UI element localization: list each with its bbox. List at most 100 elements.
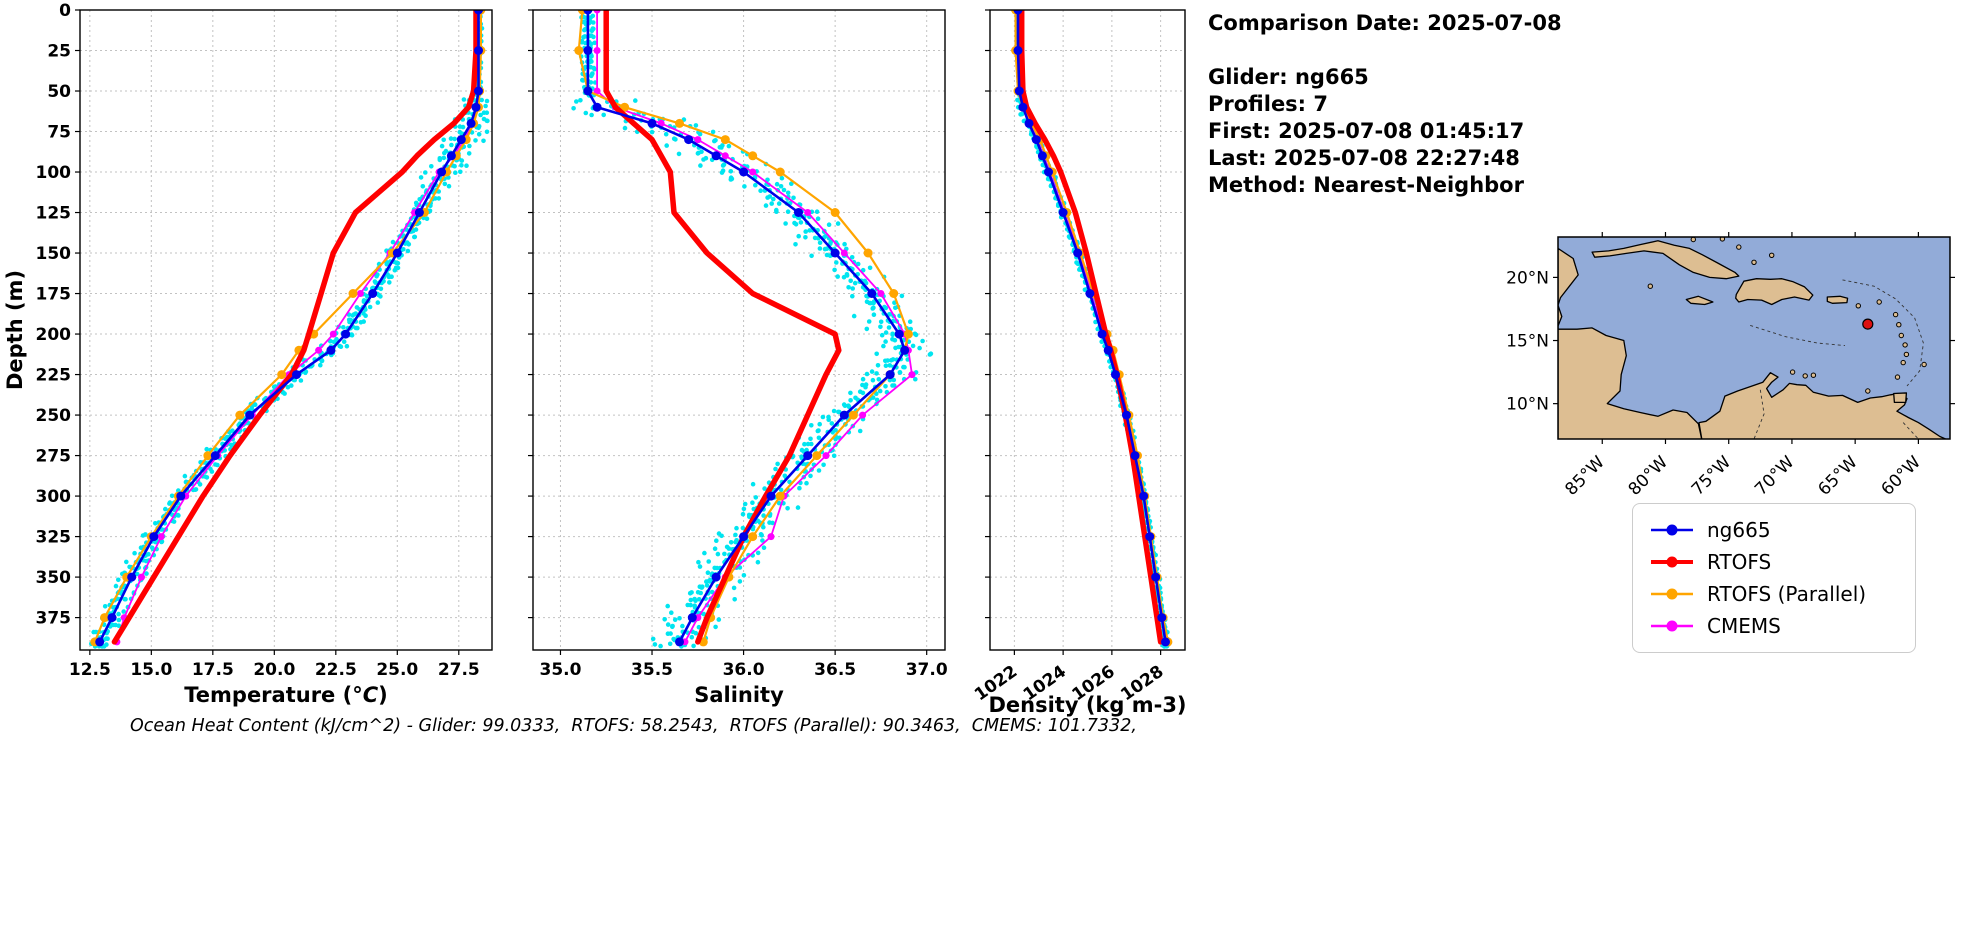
glider-scatter-point (729, 176, 735, 182)
series-marker-ng665 (794, 208, 803, 217)
glider-scatter-point (688, 597, 694, 603)
glider-scatter-point (91, 629, 96, 635)
glider-scatter-point (920, 338, 925, 344)
glider-scatter-point (863, 382, 869, 387)
glider-scatter-point (855, 261, 861, 267)
glider-scatter-point (412, 234, 418, 240)
glider-scatter-point (864, 371, 870, 377)
glider-scatter-point (702, 550, 707, 556)
glider-scatter-point (590, 71, 595, 76)
series-marker-ng665 (830, 248, 840, 258)
glider-scatter-point (124, 559, 129, 565)
glider-scatter-point (867, 300, 872, 306)
glider-scatter-point (230, 428, 235, 434)
glider-scatter-point (697, 131, 703, 137)
glider-scatter-point (848, 390, 853, 396)
series-marker-ng665 (647, 118, 657, 128)
glider-scatter-point (860, 382, 865, 388)
series-marker-ng665 (107, 613, 117, 623)
glider-scatter-point (857, 428, 863, 434)
glider-scatter-point (732, 597, 737, 602)
glider-scatter-point (110, 605, 116, 610)
series-marker-ng665 (675, 637, 684, 647)
glider-scatter-point (390, 239, 396, 245)
glider-scatter-point (446, 183, 452, 189)
glider-scatter-point (453, 170, 458, 175)
glider-scatter-point (649, 129, 655, 135)
svg-text:250: 250 (36, 406, 72, 426)
glider-scatter-point (816, 428, 821, 433)
glider-scatter-point (750, 481, 756, 487)
glider-scatter-point (805, 441, 811, 447)
country-border (1753, 389, 1765, 439)
panel-salinity: 35.0 35.5 36.0 36.5 37.0 Salinity (528, 9, 948, 707)
first-profile-time: First: 2025-07-08 01:45:17 (1208, 119, 1525, 143)
series-marker-cmems (694, 136, 702, 144)
glider-scatter-point (721, 162, 727, 167)
glider-scatter-point (591, 20, 596, 25)
svg-text:15.0: 15.0 (130, 660, 172, 680)
glider-scatter-point (461, 97, 467, 102)
series-marker-cmems (767, 533, 775, 541)
glider-scatter-point (808, 473, 813, 479)
small-island (1736, 244, 1742, 250)
glider-scatter-point (713, 138, 718, 143)
glider-scatter-point (841, 274, 847, 280)
glider-scatter-point (476, 132, 482, 137)
glider-scatter-point (883, 358, 888, 364)
glider-scatter-point (441, 137, 447, 143)
small-island (1900, 359, 1906, 366)
glider-scatter-point (143, 558, 149, 564)
glider-scatter-point (123, 596, 128, 602)
series-marker-rtofs-parallel (748, 532, 758, 542)
glider-scatter-point (193, 487, 199, 492)
series-marker-ng665 (711, 572, 721, 582)
glider-scatter-point (436, 196, 442, 201)
series-line-ng665 (1016, 10, 1167, 644)
glider-scatter-point (693, 598, 698, 603)
glider-scatter-point (886, 325, 892, 330)
glider-scatter-point (883, 384, 888, 389)
series-line-cmems (596, 10, 913, 643)
small-island (1903, 351, 1910, 358)
series-marker-rtofs-parallel (830, 208, 840, 217)
series-marker-cmems (138, 573, 145, 581)
legend-item-ng665: ng665 (1649, 514, 1899, 546)
x-axis-label-temperature-c: Temperature (°C) (184, 683, 388, 707)
glider-scatter-point (776, 201, 782, 206)
glider-scatter-point (588, 58, 593, 63)
series-marker-ng665 (1157, 613, 1167, 623)
glider-scatter-point (481, 116, 487, 122)
glider-scatter-point (328, 338, 333, 344)
glider-scatter-point (834, 260, 839, 265)
glider-scatter-point (716, 617, 722, 622)
glider-scatter-point (713, 624, 718, 630)
series-marker-ng665 (176, 491, 186, 501)
glider-scatter-point (829, 421, 835, 426)
glider-scatter-point (695, 590, 701, 595)
svg-text:350: 350 (36, 568, 72, 588)
svg-text:27.5: 27.5 (438, 660, 480, 680)
series-marker-ng665 (474, 86, 483, 96)
glider-scatter-point (864, 326, 870, 332)
small-island (1894, 374, 1901, 380)
glider-scatter-point (740, 511, 746, 517)
glider-scatter-point (633, 98, 638, 103)
info-panel: Comparison Date: 2025-07-08 Glider: ng66… (1208, 10, 1562, 199)
glider-scatter-point (704, 583, 710, 588)
glider-scatter-point (750, 500, 755, 506)
small-island (1810, 372, 1817, 378)
glider-scatter-point (574, 99, 579, 104)
glider-scatter-point (452, 163, 457, 169)
svg-text:175: 175 (36, 285, 72, 305)
glider-scatter-point (793, 242, 798, 247)
glider-scatter-point (767, 520, 772, 525)
glider-scatter-point (874, 371, 879, 376)
glider-scatter-point (883, 363, 889, 369)
map-frame (1557, 236, 1951, 440)
series-marker-ng665 (1151, 572, 1161, 582)
glider-scatter-point (204, 446, 209, 452)
glider-scatter-point (831, 408, 837, 414)
glider-scatter-point (761, 513, 766, 518)
